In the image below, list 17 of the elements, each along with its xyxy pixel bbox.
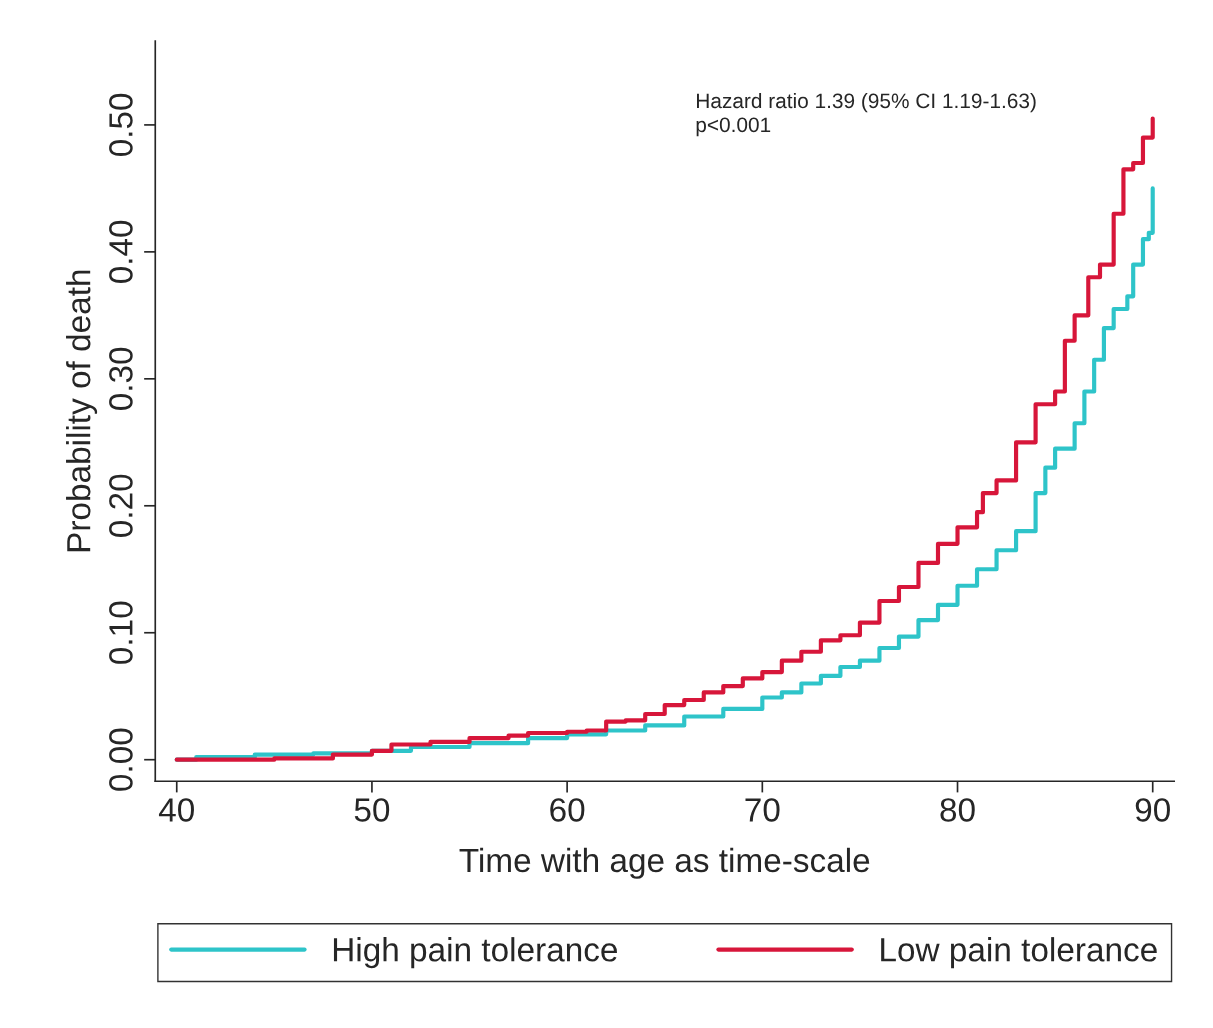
annotation: Hazard ratio 1.39 (95% CI 1.19-1.63) p<0.001 [696, 92, 1036, 137]
y-tick-label: 0.30 [109, 347, 133, 410]
y-tick-label: 0.10 [109, 601, 133, 664]
y-tick-label: 0.00 [109, 728, 133, 791]
x-tick-label: 50 [354, 798, 390, 822]
x-tick-label: 90 [1135, 798, 1170, 822]
y-axis-title: Probability of death [66, 270, 98, 552]
x-tick-label: 60 [550, 798, 585, 822]
x-axis-title: Time with age as time-scale [459, 847, 870, 879]
y-tick-label: 0.20 [109, 474, 133, 537]
x-tick-label: 70 [745, 798, 780, 822]
legend-label: Low pain tolerance [881, 937, 1157, 969]
y-tick-label: 0.40 [109, 220, 133, 283]
x-tick-label: 40 [158, 798, 194, 822]
x-tick-label: 80 [940, 798, 975, 822]
legend-label: High pain tolerance [333, 937, 617, 969]
y-tick-label: 0.50 [109, 93, 133, 157]
